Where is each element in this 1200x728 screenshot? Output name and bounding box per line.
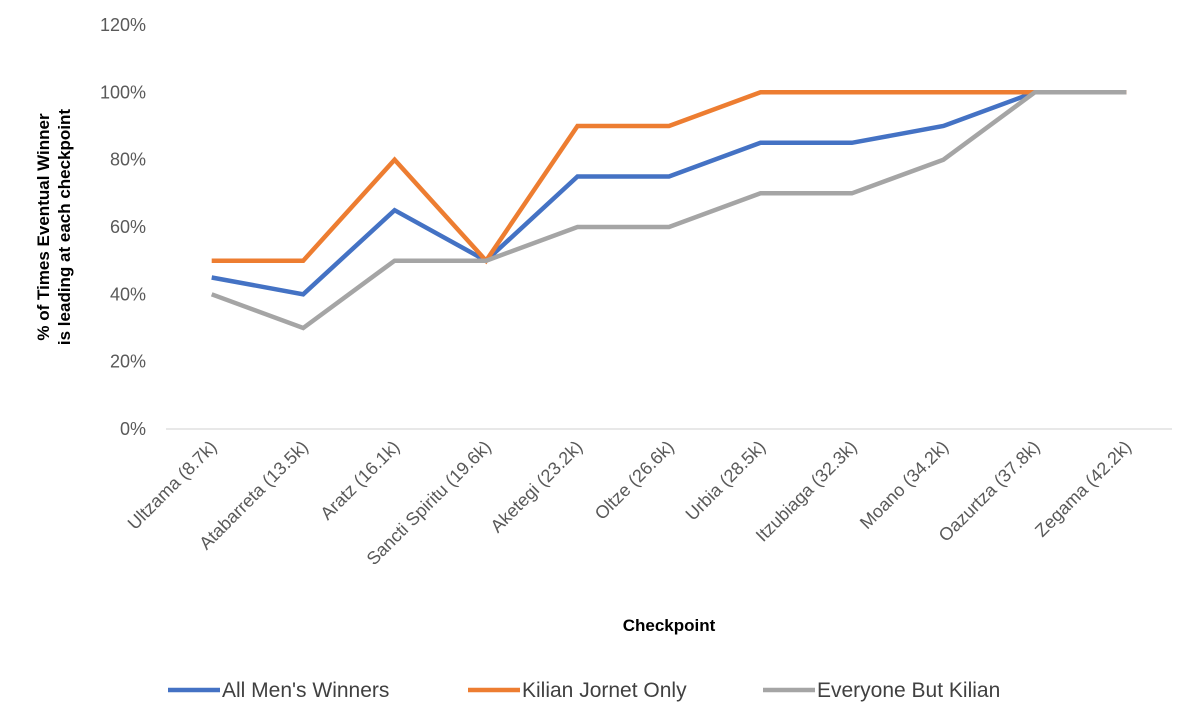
x-tick-label: Moano (34.2k) [856, 437, 952, 533]
legend-label: All Men's Winners [222, 679, 389, 702]
y-tick-label: 80% [110, 150, 146, 170]
y-tick-label: 120% [100, 15, 146, 35]
x-axis: Ultzama (8.7k)Atabarreta (13.5k) Aratz (1… [124, 428, 1172, 569]
x-tick-label: Itzubiaga (32.3k) [752, 437, 861, 546]
legend: All Men's Winners Kilian Jornet Only Every… [168, 679, 1000, 702]
y-tick-label: 100% [100, 82, 146, 102]
x-tick-label: Aketegi (23.2k) [487, 437, 587, 537]
series-line [210, 90, 1127, 331]
y-axis-title-line: is leading at each checkpoint [55, 109, 74, 346]
x-tick-label: Oazurtza (37.8k) [935, 437, 1044, 546]
y-tick-label: 40% [110, 284, 146, 304]
legend-label: Kilian Jornet Only [522, 679, 687, 702]
x-tick-label: Ultzama (8.7k) [124, 437, 221, 534]
x-tick-label: Oltze (26.6k) [591, 437, 678, 524]
y-axis-title-line: % of Times Eventual Winner [34, 113, 53, 341]
series-line [211, 90, 1127, 265]
y-tick-label: 20% [110, 352, 146, 372]
x-tick-label: Aratz (16.1k) [316, 437, 403, 524]
x-tick-label: Urbia (28.5k) [682, 437, 770, 525]
legend-label: Everyone But Kilian [817, 679, 1000, 702]
x-tick-label: Zegama (42.2k) [1031, 437, 1135, 541]
x-axis-title: Checkpoint [623, 616, 716, 635]
legend-item: All Men's Winners [168, 679, 389, 702]
y-axis-title: % of Times Eventual Winner is leading at … [34, 109, 74, 346]
y-tick-label: 0% [120, 419, 146, 439]
series-line [211, 90, 1127, 297]
series-layer [210, 90, 1127, 331]
legend-item: Everyone But Kilian [763, 679, 1000, 702]
y-axis: 0% 20% 40% 60% 80% 100% 120% [100, 15, 146, 439]
legend-item: Kilian Jornet Only [468, 679, 687, 702]
y-tick-label: 60% [110, 217, 146, 237]
